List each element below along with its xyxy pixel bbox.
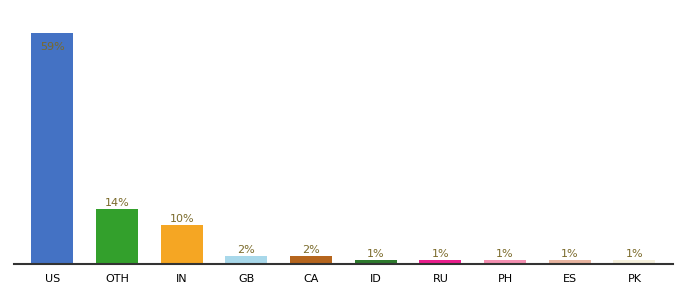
Text: 1%: 1% (561, 249, 579, 259)
Bar (484, 260, 526, 264)
Bar (160, 225, 203, 264)
Text: 1%: 1% (626, 249, 643, 259)
Bar (549, 260, 591, 264)
Bar (96, 209, 138, 264)
Text: 14%: 14% (105, 198, 129, 208)
Bar (420, 260, 462, 264)
Bar (31, 32, 73, 264)
Text: 1%: 1% (432, 249, 449, 259)
Text: 2%: 2% (302, 245, 320, 255)
Text: 10%: 10% (169, 214, 194, 224)
Text: 59%: 59% (40, 42, 65, 52)
Text: 1%: 1% (496, 249, 514, 259)
Text: 2%: 2% (237, 245, 255, 255)
Bar (613, 260, 656, 264)
Bar (290, 256, 332, 264)
Text: 1%: 1% (367, 249, 385, 259)
Bar (225, 256, 267, 264)
Bar (355, 260, 396, 264)
